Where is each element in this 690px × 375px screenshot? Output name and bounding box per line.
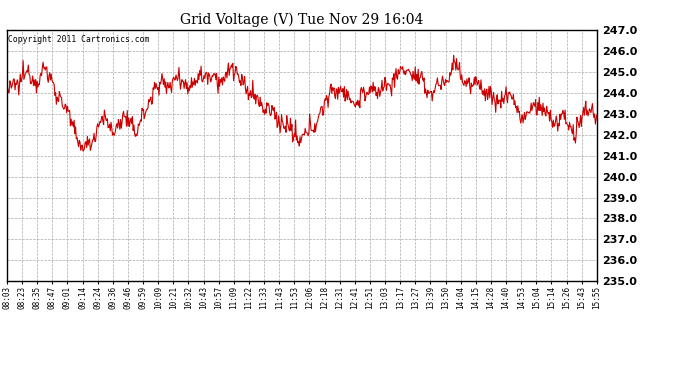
Text: Copyright 2011 Cartronics.com: Copyright 2011 Cartronics.com [8,35,150,44]
Title: Grid Voltage (V) Tue Nov 29 16:04: Grid Voltage (V) Tue Nov 29 16:04 [180,13,424,27]
